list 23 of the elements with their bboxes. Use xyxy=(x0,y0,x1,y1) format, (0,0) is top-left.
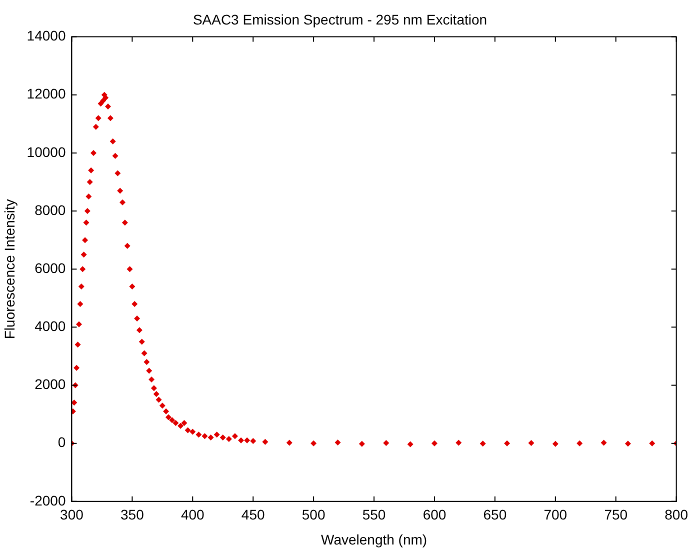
y-tick-label: 2000 xyxy=(34,376,66,392)
y-tick-label: 6000 xyxy=(34,260,66,276)
x-tick-label: 800 xyxy=(664,506,688,523)
y-tick-label: 8000 xyxy=(34,202,66,218)
y-axis-title: Fluorescence Intensity xyxy=(1,199,18,340)
y-tick-label: 10000 xyxy=(26,144,66,160)
x-tick-label: 550 xyxy=(362,506,386,523)
y-tick-label: 0 xyxy=(58,434,66,450)
y-tick-label: 14000 xyxy=(26,28,66,44)
x-tick-label: 600 xyxy=(422,506,446,523)
chart-title: SAAC3 Emission Spectrum - 295 nm Excitation xyxy=(192,11,488,28)
x-tick-label: 500 xyxy=(302,506,326,523)
y-tick-label: 12000 xyxy=(26,86,66,102)
x-tick-label: 650 xyxy=(483,506,507,523)
x-tick-label: 300 xyxy=(60,506,84,523)
x-tick-label: 450 xyxy=(241,506,265,523)
y-tick-label: 4000 xyxy=(34,318,66,334)
x-tick-label: 350 xyxy=(120,506,144,523)
x-tick-label: 700 xyxy=(544,506,568,523)
x-tick-label: 750 xyxy=(604,506,628,523)
x-tick-label: 400 xyxy=(180,506,205,523)
y-tick-label: -2000 xyxy=(30,492,66,508)
x-axis-title: Wavelength (nm) xyxy=(320,531,428,548)
